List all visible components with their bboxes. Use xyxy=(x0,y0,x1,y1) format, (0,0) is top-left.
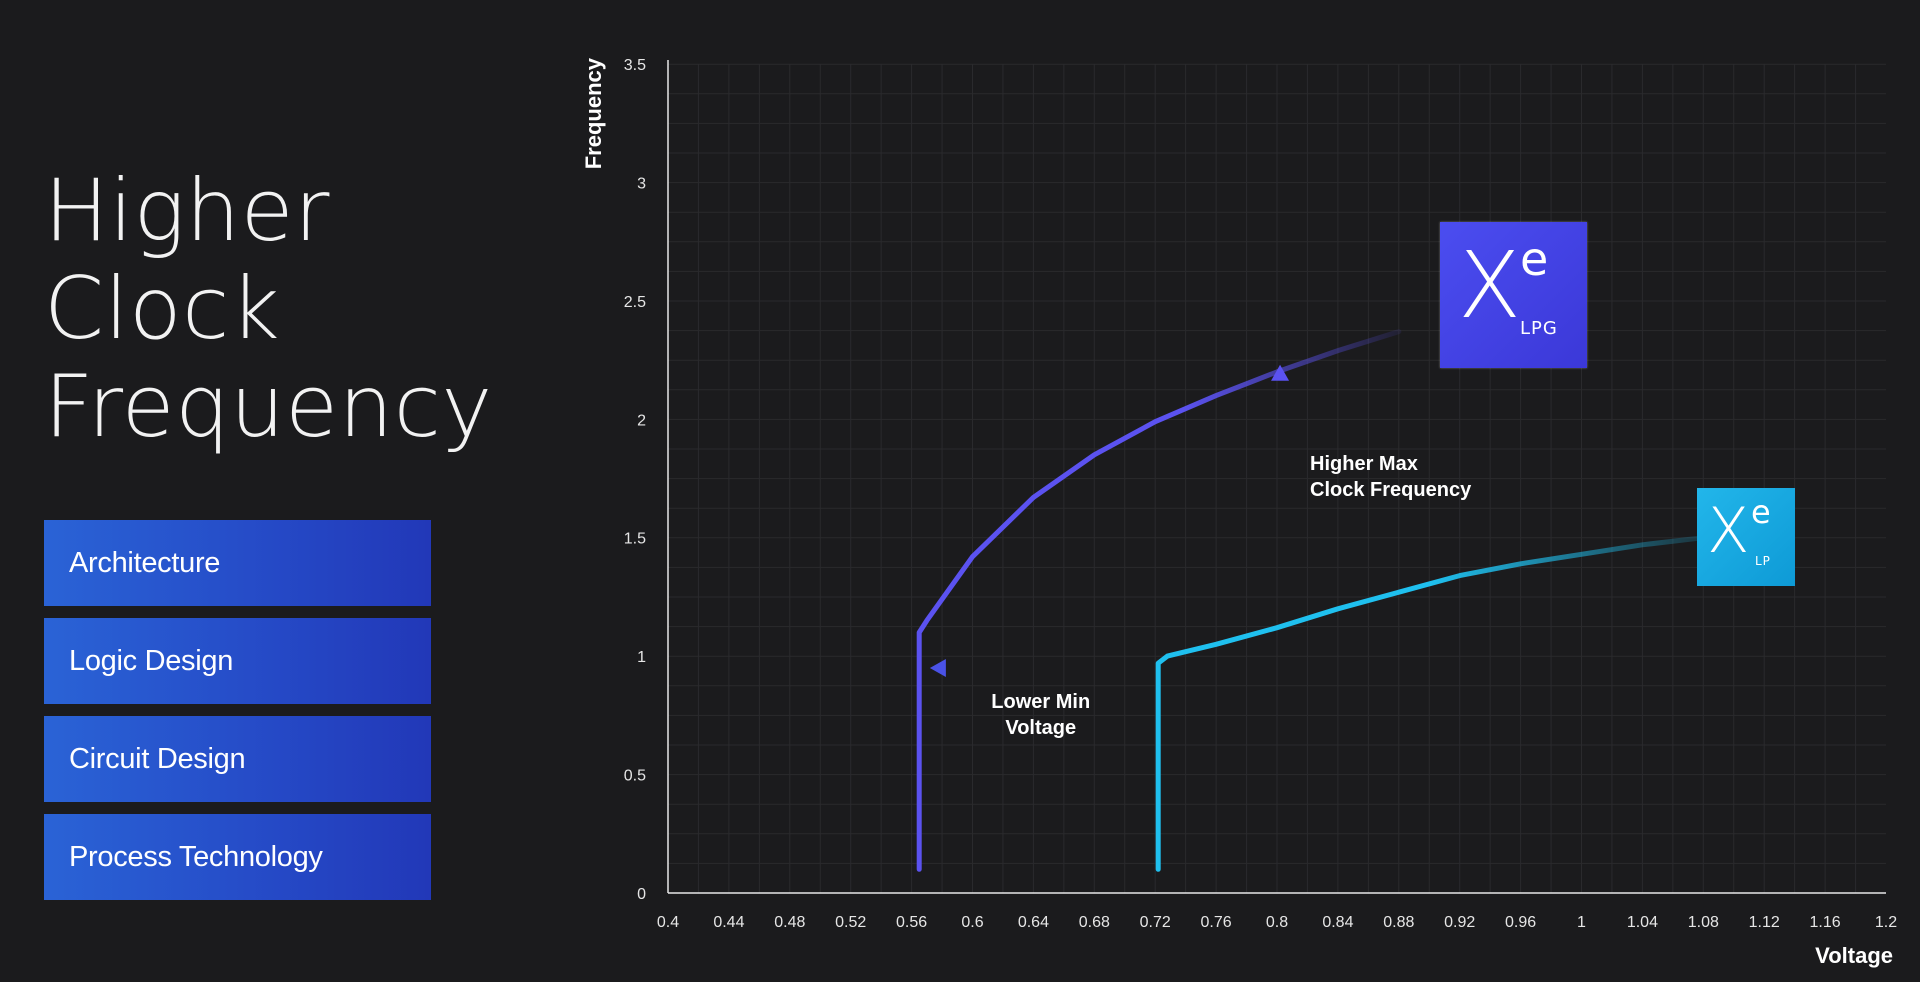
x-tick-label: 1.12 xyxy=(1749,914,1780,931)
title-line-3: Frequency xyxy=(44,357,493,457)
arrow-label-1: Clock Frequency xyxy=(1310,479,1472,501)
arrow-head-1 xyxy=(1271,364,1290,381)
y-tick-label: 3.5 xyxy=(624,57,646,74)
series-line-1 xyxy=(916,329,1402,872)
y-tick-label: 1 xyxy=(637,649,646,666)
x-tick-label: 0.92 xyxy=(1444,914,1475,931)
menu-item-logic-design[interactable]: Logic Design xyxy=(44,618,431,704)
x-tick-label: 0.4 xyxy=(657,914,679,931)
xe-lp-x: X xyxy=(1707,494,1750,567)
arrow-head-2 xyxy=(929,658,946,677)
menu-item-architecture[interactable]: Architecture xyxy=(44,520,431,606)
y-tick-label: 2.5 xyxy=(624,294,646,311)
x-tick-label: 0.64 xyxy=(1018,914,1049,931)
arrow-label-2: Lower Min xyxy=(991,691,1090,713)
menu-list: Architecture Logic Design Circuit Design… xyxy=(44,520,431,912)
y-tick-label: 2 xyxy=(637,412,646,429)
xe-lp-e: e xyxy=(1751,493,1771,531)
xe-lpg-logo: X e LPG xyxy=(1440,222,1587,368)
x-tick-label: 0.52 xyxy=(835,914,866,931)
x-tick-label: 1.04 xyxy=(1627,914,1658,931)
xe-lpg-x: X xyxy=(1458,232,1522,339)
x-tick-label: 0.72 xyxy=(1140,914,1171,931)
y-axis-label: Frequency xyxy=(581,57,606,169)
y-tick-label: 0.5 xyxy=(624,768,646,785)
x-tick-label: 0.76 xyxy=(1201,914,1232,931)
x-tick-label: 1.2 xyxy=(1875,914,1897,931)
x-tick-label: 1 xyxy=(1577,914,1586,931)
arrow-layer: Higher Max Clock Frequency Lower Min Voltag… xyxy=(929,364,1472,739)
x-tick-label: 0.56 xyxy=(896,914,927,931)
x-tick-label: 1.08 xyxy=(1688,914,1719,931)
menu-item-circuit-design[interactable]: Circuit Design xyxy=(44,716,431,802)
grid-layer xyxy=(667,63,1886,894)
y-tick-label: 1.5 xyxy=(624,531,646,548)
series-layer xyxy=(916,329,1706,872)
x-tick-label: 0.68 xyxy=(1079,914,1110,931)
x-tick-label: 0.8 xyxy=(1266,914,1288,931)
y-tick-label: 3 xyxy=(637,175,646,192)
x-tick-label: 0.84 xyxy=(1322,914,1353,931)
series-line-2 xyxy=(1155,535,1706,872)
x-tick-label: 1.16 xyxy=(1810,914,1841,931)
x-tick-label: 0.44 xyxy=(713,914,744,931)
title-line-2: Clock xyxy=(44,259,281,359)
page-title: Higher Clock Frequency xyxy=(44,162,493,456)
x-tick-label: 0.96 xyxy=(1505,914,1536,931)
xe-lpg-sub: LPG xyxy=(1520,318,1558,339)
xe-lp-logo: X e LP xyxy=(1697,488,1795,586)
xe-lpg-e: e xyxy=(1520,232,1549,286)
x-axis-label: Voltage xyxy=(1815,943,1893,968)
title-line-1: Higher xyxy=(44,161,330,261)
axis-layer: 0.4 0.44 0.48 0.52 0.56 0.6 0.64 0.68 0.72 0.76 0.… xyxy=(581,57,1897,968)
x-tick-label: 0.48 xyxy=(774,914,805,931)
menu-item-process-technology[interactable]: Process Technology xyxy=(44,814,431,900)
xe-lp-sub: LP xyxy=(1755,554,1771,568)
y-tick-label: 0 xyxy=(637,886,646,903)
x-tick-label: 0.6 xyxy=(961,914,983,931)
arrow-label-1: Higher Max xyxy=(1310,453,1418,475)
arrow-label-2: Voltage xyxy=(1005,717,1076,739)
x-tick-label: 0.88 xyxy=(1383,914,1414,931)
